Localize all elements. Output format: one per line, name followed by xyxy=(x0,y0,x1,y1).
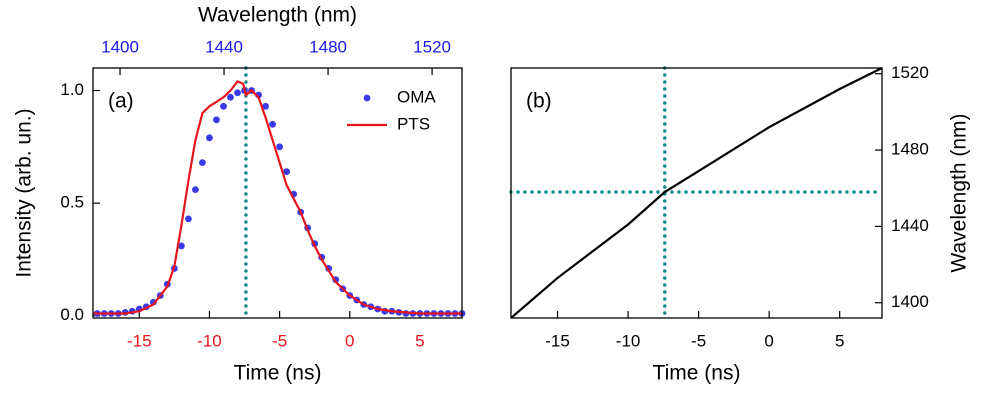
x-tick-label: -10 xyxy=(197,331,222,350)
data-point xyxy=(234,89,241,97)
data-point xyxy=(192,186,199,194)
data-point xyxy=(185,215,192,223)
x-axis-label: Time (ns) xyxy=(234,362,322,385)
legend-label: PTS xyxy=(397,114,430,133)
data-point xyxy=(220,102,227,110)
y-axis-label: Intensity (arb. un.) xyxy=(13,108,36,277)
y-axis-label: Wavelength (nm) xyxy=(948,113,971,272)
x2-tick-label: 1480 xyxy=(309,37,347,56)
x-tick-label: -15 xyxy=(127,331,152,350)
x-tick-label: 5 xyxy=(835,331,844,350)
x2-tick-label: 1440 xyxy=(205,37,243,56)
panel-label: (a) xyxy=(108,90,134,113)
data-point xyxy=(213,116,220,124)
x2-axis-label: Wavelength (nm) xyxy=(198,4,357,27)
x-tick-label: 0 xyxy=(345,331,354,350)
data-point xyxy=(177,242,185,250)
data-point xyxy=(206,134,213,142)
y-tick-label: 1480 xyxy=(891,140,929,159)
legend-swatch xyxy=(363,94,371,102)
x-tick-label: -5 xyxy=(691,331,706,350)
x-tick-label: -15 xyxy=(545,331,570,350)
data-point xyxy=(262,102,269,110)
plot-frame xyxy=(510,67,883,319)
y-tick-label: 0.0 xyxy=(60,305,84,324)
x-tick-label: -5 xyxy=(272,331,287,350)
x2-tick-label: 1520 xyxy=(413,37,451,56)
y-tick-label: 1440 xyxy=(891,216,929,235)
data-point xyxy=(227,93,234,101)
data-line xyxy=(93,80,462,315)
data-point xyxy=(269,120,276,128)
x2-tick-label: 1400 xyxy=(101,37,139,56)
data-point xyxy=(199,159,206,166)
y-tick-label: 0.5 xyxy=(60,193,84,212)
data-line xyxy=(510,67,883,319)
x-tick-label: -10 xyxy=(616,331,641,350)
plot-frame xyxy=(92,67,463,319)
x-tick-label: 5 xyxy=(415,331,424,350)
y-tick-label: 1400 xyxy=(891,292,929,311)
data-point xyxy=(276,143,284,151)
y-tick-label: 1.0 xyxy=(60,80,84,99)
y-tick-label: 1520 xyxy=(891,63,929,82)
x-tick-label: 0 xyxy=(764,331,773,350)
data-point xyxy=(283,168,291,176)
legend-label: OMA xyxy=(397,87,436,106)
x-axis-label: Time (ns) xyxy=(653,362,741,385)
panel-label: (b) xyxy=(526,90,552,113)
